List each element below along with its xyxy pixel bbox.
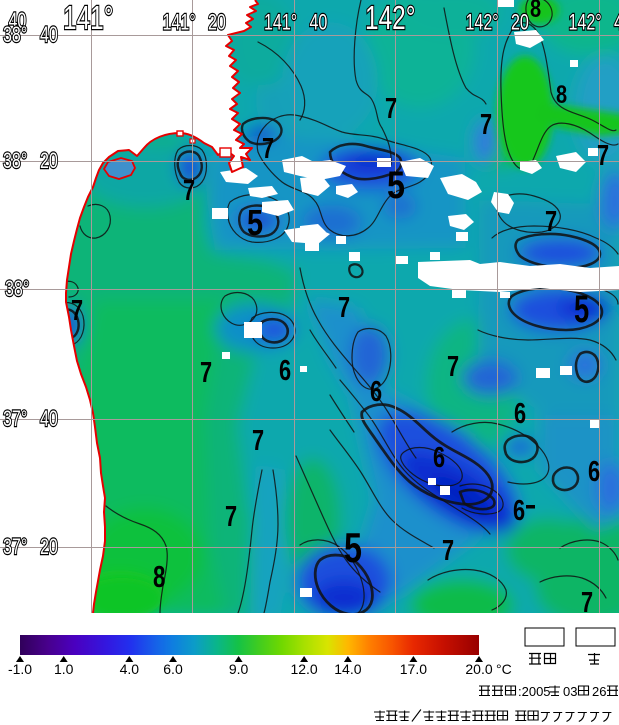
svg-text:5: 5 — [247, 202, 263, 243]
svg-text:37°: 37° — [3, 408, 27, 432]
svg-text:7: 7 — [385, 93, 397, 125]
svg-text:20: 20 — [208, 11, 226, 35]
svg-text:7: 7 — [581, 587, 593, 619]
svg-text:20: 20 — [40, 150, 58, 174]
svg-text:8: 8 — [530, 0, 541, 23]
svg-text:1.0: 1.0 — [54, 661, 74, 677]
svg-text:12.0: 12.0 — [290, 661, 317, 677]
svg-text:20.0: 20.0 — [465, 661, 492, 677]
svg-text:03: 03 — [563, 684, 577, 699]
svg-text:4.0: 4.0 — [120, 661, 140, 677]
svg-text:5: 5 — [344, 524, 362, 571]
svg-text:5: 5 — [574, 288, 589, 331]
svg-text:20: 20 — [40, 536, 58, 560]
svg-text:141°: 141° — [63, 1, 113, 37]
svg-text:8: 8 — [153, 559, 165, 593]
svg-text:7: 7 — [545, 206, 557, 238]
svg-text:141°: 141° — [264, 11, 297, 35]
svg-text:7: 7 — [262, 133, 274, 165]
svg-text:6: 6 — [370, 376, 382, 408]
svg-text:5: 5 — [387, 163, 405, 207]
svg-text:26: 26 — [592, 684, 606, 699]
svg-text:38°: 38° — [3, 150, 27, 174]
svg-text:7: 7 — [480, 109, 492, 141]
svg-text:7: 7 — [71, 295, 83, 327]
svg-text:142°: 142° — [466, 11, 499, 35]
svg-text:7: 7 — [597, 140, 609, 172]
svg-text:°C: °C — [496, 661, 512, 677]
svg-text:7: 7 — [183, 175, 195, 207]
svg-text:37°: 37° — [3, 536, 27, 560]
svg-text:9.0: 9.0 — [229, 661, 249, 677]
svg-text:7: 7 — [225, 501, 237, 533]
svg-text:6: 6 — [279, 355, 291, 387]
svg-text:38°: 38° — [5, 278, 29, 302]
svg-text:40: 40 — [40, 408, 58, 432]
svg-text:38°: 38° — [3, 24, 27, 48]
svg-text:14.0: 14.0 — [334, 661, 361, 677]
svg-text:6: 6 — [433, 442, 445, 474]
svg-text:40: 40 — [40, 24, 58, 48]
svg-text:7: 7 — [200, 357, 212, 389]
svg-text:8: 8 — [556, 81, 567, 109]
svg-text:7: 7 — [447, 351, 459, 383]
svg-text:7: 7 — [338, 292, 350, 324]
svg-text:6: 6 — [588, 456, 600, 488]
svg-text::2005: :2005 — [518, 684, 551, 699]
svg-text:40: 40 — [9, 10, 27, 34]
svg-text:141°: 141° — [163, 11, 196, 35]
svg-text:-1.0: -1.0 — [8, 661, 32, 677]
svg-text:40: 40 — [614, 11, 619, 35]
svg-text:7: 7 — [442, 535, 454, 567]
svg-text:142°: 142° — [365, 1, 415, 37]
svg-text:20: 20 — [511, 11, 529, 35]
svg-text:40: 40 — [310, 11, 328, 35]
svg-text:6.0: 6.0 — [163, 661, 183, 677]
svg-text:6: 6 — [513, 495, 525, 527]
svg-text:17.0: 17.0 — [400, 661, 427, 677]
svg-text:142°: 142° — [569, 11, 602, 35]
svg-text:6: 6 — [514, 398, 526, 430]
svg-text:7: 7 — [252, 425, 264, 457]
